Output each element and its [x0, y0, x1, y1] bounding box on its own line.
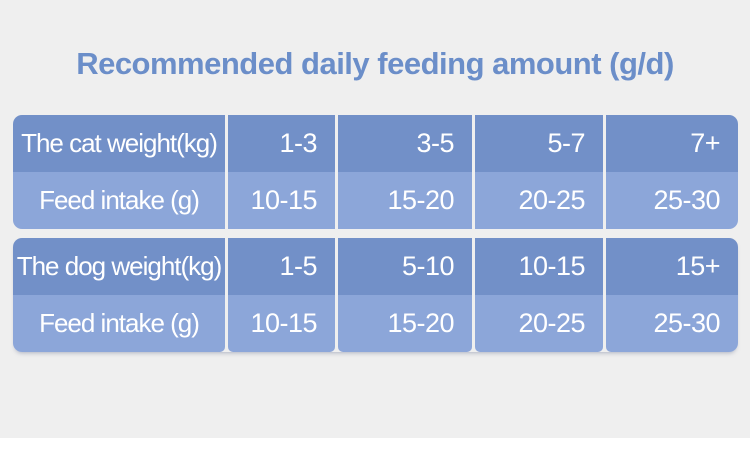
dog-weight-range-cell: 5-10: [338, 238, 472, 295]
dog-weight-range-cell: 15+: [606, 238, 738, 295]
cat-weight-range-cell: 5-7: [475, 115, 603, 172]
cat-weight-range-cell: 7+: [606, 115, 738, 172]
dog-weight-range-cell: 10-15: [475, 238, 603, 295]
dog-feed-intake-value-cell: 20-25: [475, 295, 603, 352]
page-title: Recommended daily feeding amount (g/d): [76, 46, 674, 81]
dog-feeding-table: The dog weight(kg) 1-5 5-10 10-15 15+ Fe…: [13, 238, 738, 352]
infographic-panel: Recommended daily feeding amount (g/d) T…: [0, 0, 750, 438]
cat-feed-intake-value-cell: 10-15: [228, 172, 335, 229]
dog-feed-intake-label-cell: Feed intake (g): [13, 295, 225, 352]
cat-weight-range-cell: 3-5: [338, 115, 472, 172]
dog-feed-intake-value-cell: 25-30: [606, 295, 738, 352]
cat-feeding-table: The cat weight(kg) 1-3 3-5 5-7 7+ Feed i…: [13, 115, 738, 229]
cat-weight-range-cell: 1-3: [228, 115, 335, 172]
dog-feed-intake-value-cell: 10-15: [228, 295, 335, 352]
dog-weight-range-cell: 1-5: [228, 238, 335, 295]
dog-feed-intake-value-cell: 15-20: [338, 295, 472, 352]
cat-weight-label-cell: The cat weight(kg): [13, 115, 225, 172]
cat-feed-intake-value-cell: 25-30: [606, 172, 738, 229]
cat-feed-intake-label-cell: Feed intake (g): [13, 172, 225, 229]
cat-feed-intake-value-cell: 15-20: [338, 172, 472, 229]
dog-weight-label-cell: The dog weight(kg): [13, 238, 225, 295]
cat-feed-intake-value-cell: 20-25: [475, 172, 603, 229]
